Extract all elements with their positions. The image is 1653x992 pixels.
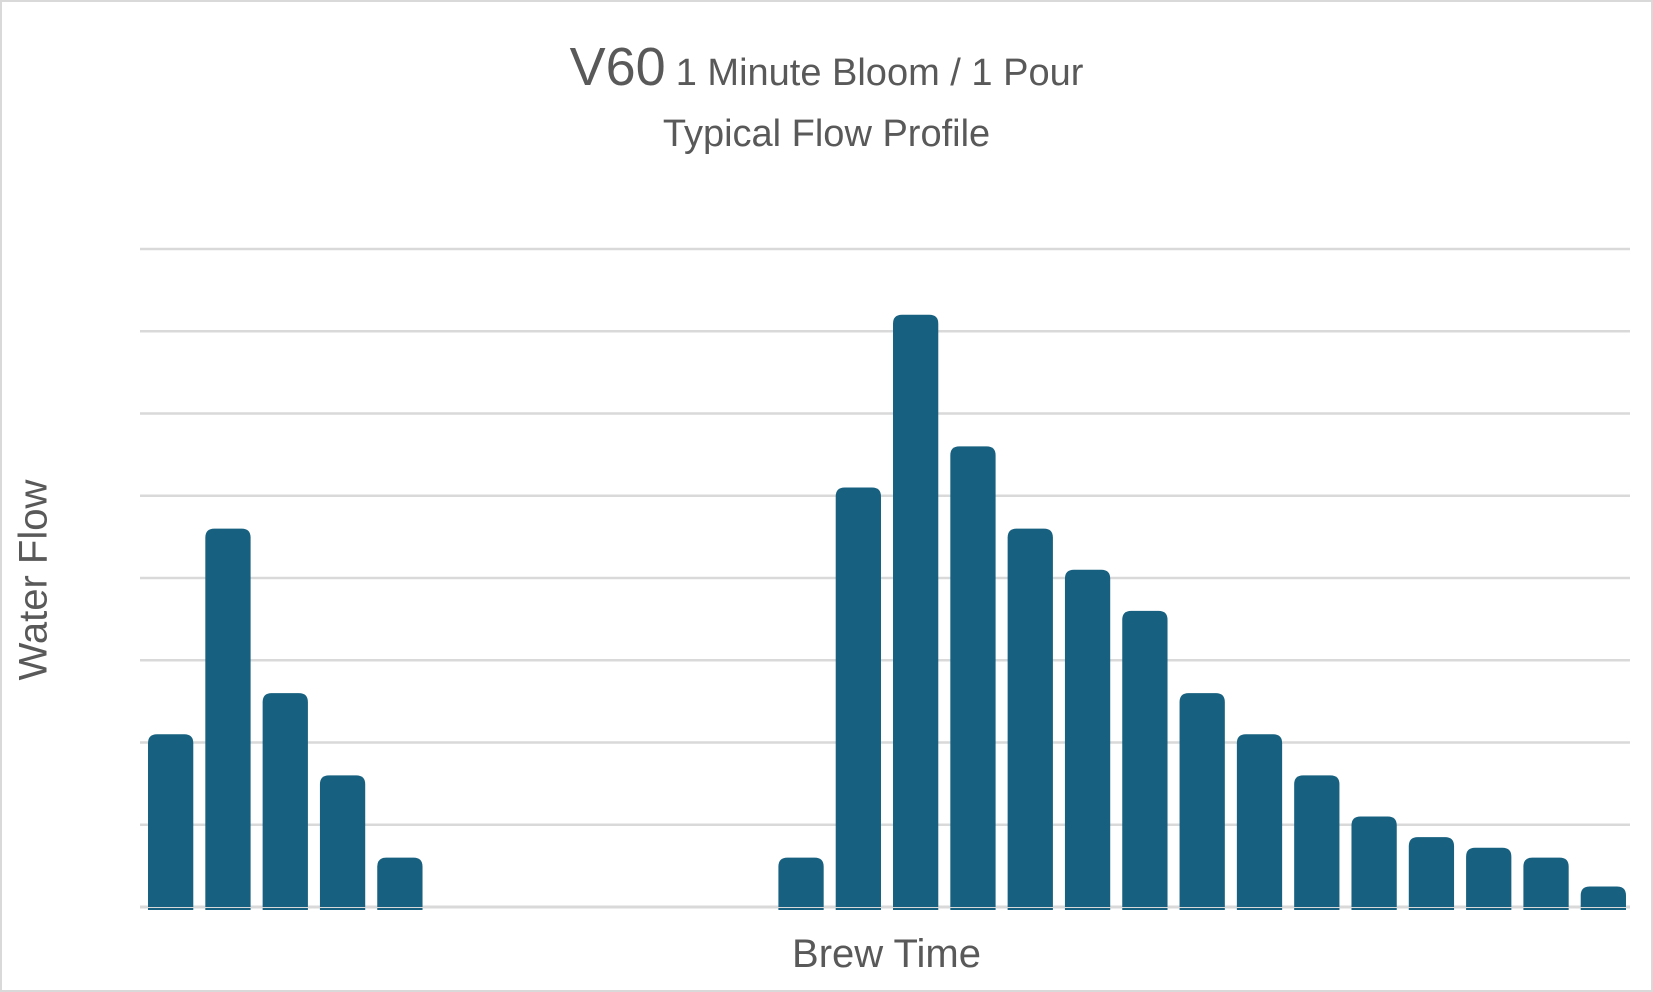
bar: [893, 314, 939, 907]
bar: [1580, 886, 1626, 907]
bar: [950, 446, 996, 907]
chart-subtitle: Typical Flow Profile: [662, 113, 991, 156]
bar: [1466, 847, 1512, 907]
bar: [205, 528, 251, 907]
bar: [778, 857, 824, 907]
bar: [1236, 734, 1283, 907]
y-axis-label: Water Flow: [11, 479, 56, 681]
bar: [1351, 816, 1397, 907]
bar: [1007, 528, 1053, 907]
chart-title-suffix: 1 Minute Bloom / 1 Pour: [675, 52, 1084, 94]
bar: [148, 734, 194, 907]
bar: [1408, 837, 1455, 907]
bar: [1294, 775, 1340, 907]
x-axis-label: Brew Time: [792, 932, 981, 976]
bar: [1064, 569, 1111, 907]
bar: [1179, 693, 1225, 907]
bar: [835, 487, 881, 907]
bars: [148, 314, 1626, 910]
chart-title: V60: [569, 37, 666, 97]
bar: [262, 693, 308, 907]
chart-title-line: V60 1 Minute Bloom / 1 Pour: [0, 37, 1653, 97]
chart-title-block: V60 1 Minute Bloom / 1 Pour Typical Flow …: [0, 37, 1653, 156]
bar: [319, 775, 366, 907]
bar: [1122, 610, 1168, 907]
bar: [377, 857, 423, 907]
bar: [1523, 857, 1569, 907]
